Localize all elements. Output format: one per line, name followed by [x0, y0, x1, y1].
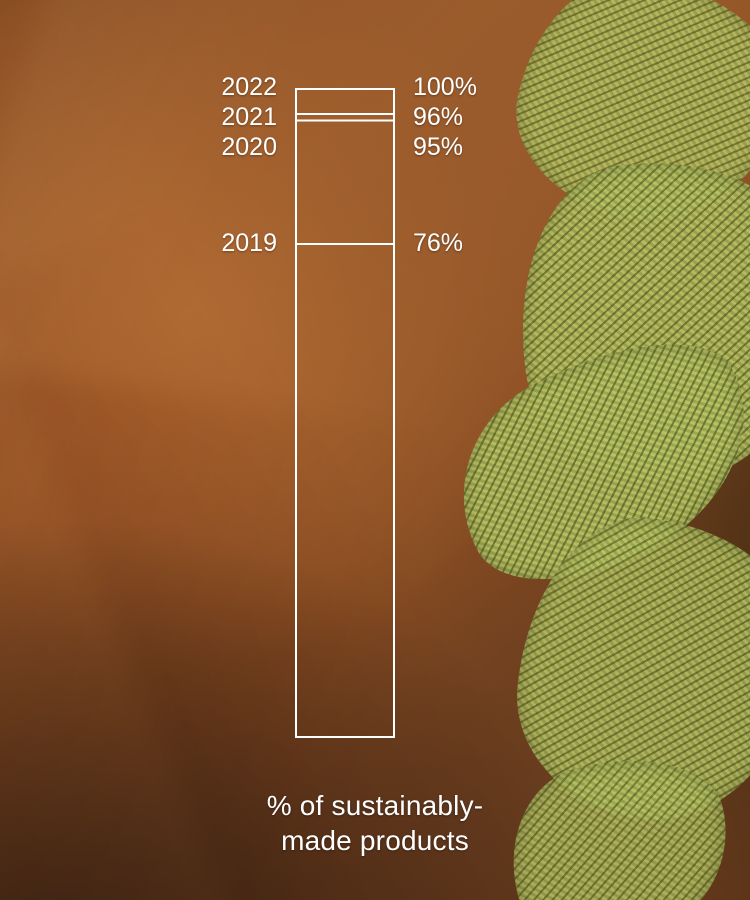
year-label: 2022 [221, 73, 277, 102]
chart-caption: % of sustainably-made products [0, 788, 750, 858]
percent-label: 100% [413, 73, 477, 102]
year-label: 2020 [221, 133, 277, 162]
infographic-stage: 2022 100% 2021 96% 2020 95% 2019 76% % of sustai… [0, 0, 750, 900]
chart-svg [0, 0, 750, 900]
year-label: 2021 [221, 103, 277, 132]
percent-label: 96% [413, 103, 463, 132]
percent-label: 76% [413, 229, 463, 258]
bar-outline [296, 89, 394, 737]
sustainability-bar-chart: 2022 100% 2021 96% 2020 95% 2019 76% % of sustai… [0, 0, 750, 900]
year-label: 2019 [221, 229, 277, 258]
percent-label: 95% [413, 133, 463, 162]
